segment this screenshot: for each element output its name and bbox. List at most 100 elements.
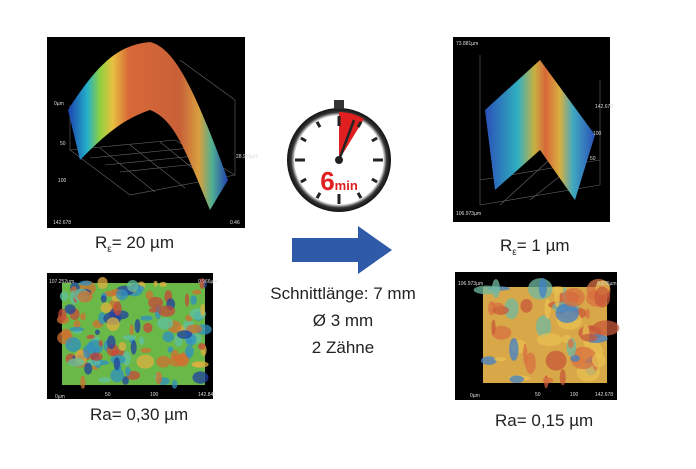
texture-spot — [98, 376, 111, 383]
texture-spot — [491, 325, 512, 340]
texture-spot — [192, 371, 209, 384]
ridge-surface — [485, 60, 595, 200]
texture-spot — [61, 328, 72, 339]
texture-spot — [554, 287, 560, 308]
label-rest: = 20 µm — [112, 233, 174, 252]
clock-tick — [356, 192, 363, 199]
axis-label: 106.973µm — [456, 211, 481, 217]
texture-spot — [535, 315, 552, 338]
timer-number: 6 — [320, 166, 334, 196]
texture-spot — [491, 279, 501, 298]
texture-spot — [122, 335, 137, 341]
texture-spot — [494, 356, 507, 362]
timer-label: 6min — [320, 166, 358, 196]
axis-label: 142.678 — [595, 392, 613, 398]
texture-spot — [591, 353, 606, 368]
process-line: 2 Zähne — [312, 338, 374, 357]
axis-label: 100 — [150, 392, 159, 398]
axis-label: 50 — [590, 156, 596, 162]
label-main: R — [500, 236, 512, 255]
texture-spot — [176, 330, 193, 339]
axis-label: 106.973µm — [458, 281, 483, 287]
texture-spot — [79, 280, 92, 286]
texture-spot — [592, 320, 620, 336]
texture-spot — [567, 338, 574, 349]
texture-spot — [65, 337, 82, 352]
texture-spot — [139, 315, 153, 321]
texture-spot — [115, 289, 128, 301]
texture-spot — [185, 293, 190, 307]
texture-spot — [148, 307, 158, 313]
texture-spot — [58, 308, 67, 322]
axis-label: 142.678 — [595, 104, 613, 110]
axis-label: 100 — [570, 392, 579, 398]
clock-tick — [315, 121, 322, 128]
process-line: Schnittlänge: 7 mm — [270, 284, 416, 303]
texture-spot — [106, 317, 120, 332]
texture-spot — [143, 322, 153, 333]
texture-spot — [77, 290, 93, 303]
texture-spot — [98, 340, 103, 347]
arrow — [292, 226, 392, 274]
axis-label: 28.956µm — [236, 154, 258, 160]
axis-label: 0µm — [470, 393, 480, 399]
roughness-label: Ra= 0,30 µm — [90, 405, 188, 424]
clock-tick — [300, 136, 307, 143]
texture-spot — [140, 347, 152, 353]
texture-spot — [64, 304, 76, 315]
texture-spot — [84, 362, 93, 375]
texture-spot — [86, 334, 95, 339]
roughness-label: Ra= 0,15 µm — [495, 411, 593, 430]
texture-spot — [97, 276, 108, 290]
texture-spot — [98, 312, 106, 325]
texture — [473, 277, 620, 389]
ridge-surface — [68, 42, 228, 210]
label-sub: ε — [107, 244, 112, 255]
texture-spot — [158, 305, 176, 317]
axis-label: 0µm — [55, 394, 65, 400]
axis-label: 0.46 — [230, 220, 240, 226]
texture-spot — [184, 345, 194, 358]
texture-spot — [162, 331, 174, 343]
texture-spot — [570, 346, 597, 370]
texture-spot — [191, 361, 209, 368]
texture-spot — [199, 277, 205, 290]
axis-label: 0.966µm — [198, 279, 218, 285]
texture-spot — [542, 377, 554, 384]
texture-spot — [130, 340, 137, 355]
texture-spot — [159, 281, 167, 288]
texture-spot — [594, 286, 611, 308]
texture-spot — [145, 290, 154, 300]
texture-spot — [491, 319, 496, 335]
timer-unit: min — [335, 178, 358, 193]
texture-spot — [504, 298, 519, 320]
texture-spot — [69, 326, 85, 332]
texture-spot — [134, 318, 141, 334]
texture-spot — [113, 357, 121, 371]
axis-label: 142.841 — [198, 392, 216, 398]
texture-spot — [73, 320, 81, 329]
texture-spot — [122, 376, 129, 385]
texture-spot — [562, 287, 585, 307]
roundness-label: Rε= 20 µm — [95, 233, 174, 255]
texture-spot — [138, 336, 145, 346]
texture-spot — [156, 355, 171, 368]
axis-label: 0µm — [54, 101, 64, 107]
texture-spot — [559, 369, 566, 386]
texture-spot — [570, 354, 580, 362]
texture-spot — [106, 335, 116, 349]
clock-tick — [300, 177, 307, 184]
clock-tick — [371, 177, 378, 184]
texture-spot — [555, 303, 579, 323]
texture-spot — [156, 317, 174, 330]
texture-spot — [94, 329, 100, 335]
texture-spot — [509, 337, 519, 361]
texture-spot — [118, 341, 127, 351]
grid — [479, 55, 601, 206]
axis-label: 0.976µm — [597, 281, 617, 287]
texture-spot — [110, 368, 125, 383]
texture-spot — [167, 346, 174, 353]
texture-spot — [89, 352, 103, 361]
texture-spot — [148, 296, 164, 309]
